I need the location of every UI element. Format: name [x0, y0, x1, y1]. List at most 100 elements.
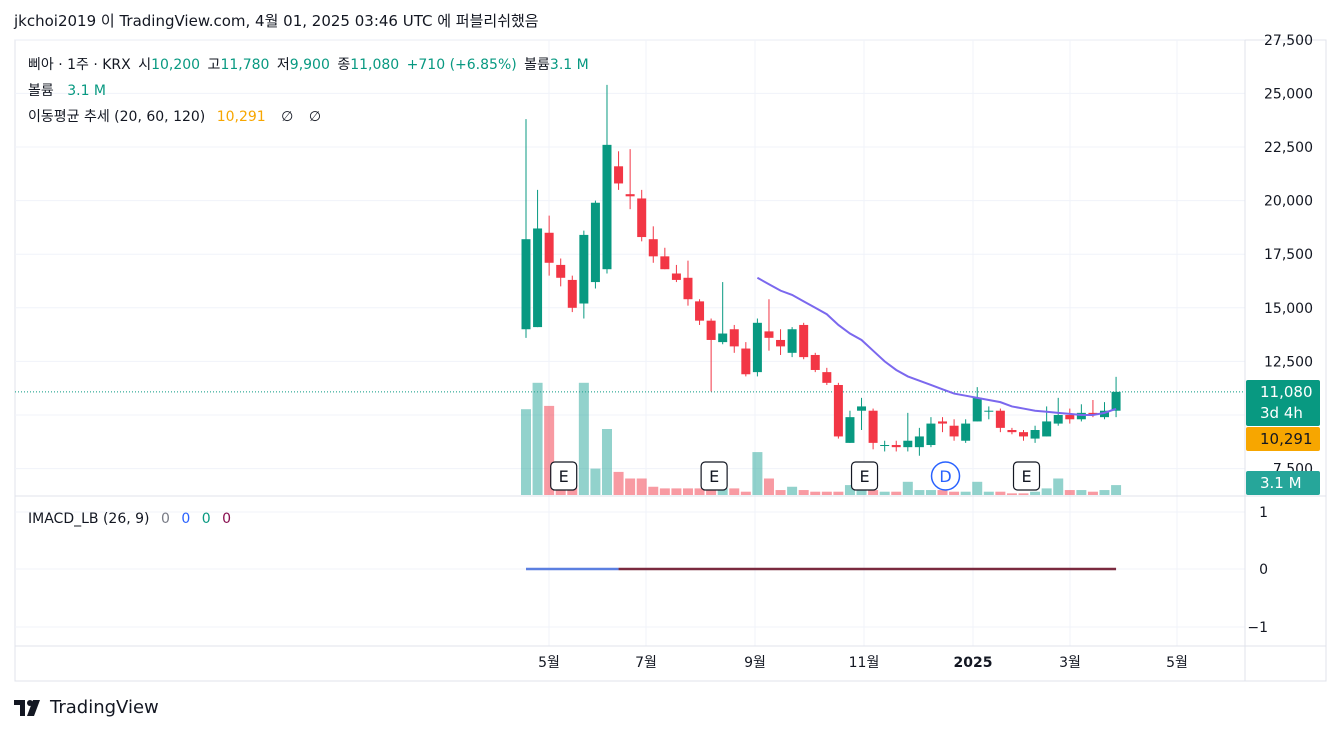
volume-bar — [1087, 491, 1098, 495]
earnings-marker-label: E — [709, 467, 719, 486]
candle-body — [880, 445, 890, 447]
chart-frame — [14, 39, 1327, 682]
candle-body — [544, 232, 554, 263]
candle-body — [984, 410, 994, 412]
time-tick-label: 7월 — [635, 655, 657, 671]
dividend-marker — [930, 461, 961, 491]
candle-body — [868, 410, 878, 443]
price-tick-label: 22,500 — [1264, 140, 1313, 156]
legend-macd: IMACD_LB (26, 9) 0 0 0 0 — [28, 511, 234, 527]
volume-bar — [1006, 493, 1017, 495]
candle-body — [787, 329, 797, 353]
candle-body — [914, 436, 924, 448]
ma-value: 10,291 — [216, 109, 266, 125]
volume-bar — [648, 486, 659, 495]
volume-bar — [1099, 490, 1110, 495]
volume-bar — [879, 491, 890, 495]
time-tick-label: 5월 — [538, 655, 560, 671]
candle-body — [602, 144, 612, 270]
volume-row-value: 3.1 M — [67, 83, 107, 99]
volume-bar — [937, 490, 948, 495]
candle-body — [590, 202, 600, 283]
volume-bar — [972, 481, 983, 495]
volume-value: 3.1 M — [549, 57, 589, 73]
volume-label: 볼륨 — [524, 57, 550, 73]
candle-body — [833, 384, 843, 437]
candle-body — [1111, 391, 1121, 411]
volume-bar — [694, 488, 705, 495]
macd-value-3: 0 — [201, 511, 211, 527]
price-axis: 7,50010,00012,50015,00017,50020,00022,50… — [15, 33, 1326, 681]
candle-body — [995, 410, 1005, 428]
volume-bar — [682, 488, 693, 495]
low-value: 9,900 — [289, 57, 330, 73]
price-tick-label: 27,500 — [1264, 33, 1313, 49]
candle-body — [926, 423, 936, 446]
volume-bar — [706, 490, 717, 495]
candle-body — [614, 166, 624, 184]
candle-body — [810, 354, 820, 370]
macd-value-4: 0 — [222, 511, 231, 527]
price-tick-label: 20,000 — [1264, 194, 1313, 210]
candle-body — [718, 333, 728, 343]
candle-body — [891, 445, 901, 448]
price-tick-label: 12,500 — [1264, 354, 1313, 370]
candle-body — [1100, 410, 1109, 418]
volume-bar — [752, 452, 763, 495]
volume-bar — [914, 490, 925, 495]
volume-bar — [544, 405, 555, 495]
volume-bar — [1041, 488, 1052, 495]
candle-body — [857, 406, 867, 411]
high-label: 고 — [207, 57, 221, 73]
close-label: 종 — [337, 57, 351, 73]
earnings-marker — [700, 461, 728, 491]
candle-body — [625, 194, 635, 197]
candle-body — [521, 239, 531, 330]
candle-body — [741, 348, 751, 375]
open-value: 10,200 — [151, 57, 201, 73]
candle-body — [637, 198, 647, 238]
ma-120-line — [756, 276, 1117, 416]
time-tick-label: 5월 — [1166, 655, 1188, 671]
candlesticks — [521, 84, 1121, 456]
candle-body — [695, 301, 705, 321]
candle-body — [671, 273, 681, 280]
candle-body — [938, 421, 948, 424]
candle-body — [706, 320, 716, 340]
candle-body — [1019, 432, 1029, 437]
volume-bar — [833, 491, 844, 495]
countdown-value: 3d 4h — [1260, 404, 1303, 422]
ma-na-2: ∅ — [308, 109, 322, 125]
publish-info: jkchoi2019 이 TradingView.com, 4월 01, 202… — [14, 12, 539, 30]
earnings-marker-label: E — [859, 467, 869, 486]
volume-badge-value: 3.1 M — [1260, 474, 1302, 492]
macd-label: IMACD_LB (26, 9) — [28, 511, 150, 527]
candle-body — [660, 256, 670, 270]
volume-bar — [590, 468, 601, 495]
candle-body — [1007, 430, 1017, 433]
candle-body — [1030, 430, 1040, 439]
volume-bar — [1064, 490, 1075, 495]
legend-ohlc: 삐아 · 1주 · KRX 시10,200 고11,780 저9,900 종11… — [28, 54, 592, 74]
volume-bar — [787, 486, 798, 495]
candle-body — [752, 322, 762, 373]
macd-value-2: 0 — [181, 511, 191, 527]
volume-bar — [1018, 493, 1029, 495]
volume-bar — [856, 488, 867, 495]
symbol-label: 삐아 · 1주 · KRX — [28, 57, 131, 73]
volume-bar — [995, 491, 1006, 495]
volume-bar — [763, 478, 774, 495]
volume-bar — [1030, 491, 1041, 495]
volume-bar — [983, 491, 994, 495]
ma-label: 이동평균 추세 (20, 60, 120) — [28, 109, 206, 125]
volume-bar — [925, 490, 936, 495]
candle-body — [729, 329, 739, 347]
tradingview-logo[interactable]: TradingView — [14, 697, 159, 718]
candle-body — [799, 324, 809, 358]
time-tick-label: 3월 — [1059, 655, 1081, 671]
volume-bar — [601, 429, 612, 495]
price-tick-label: 17,500 — [1264, 247, 1313, 263]
ma-na-1: ∅ — [281, 109, 294, 125]
